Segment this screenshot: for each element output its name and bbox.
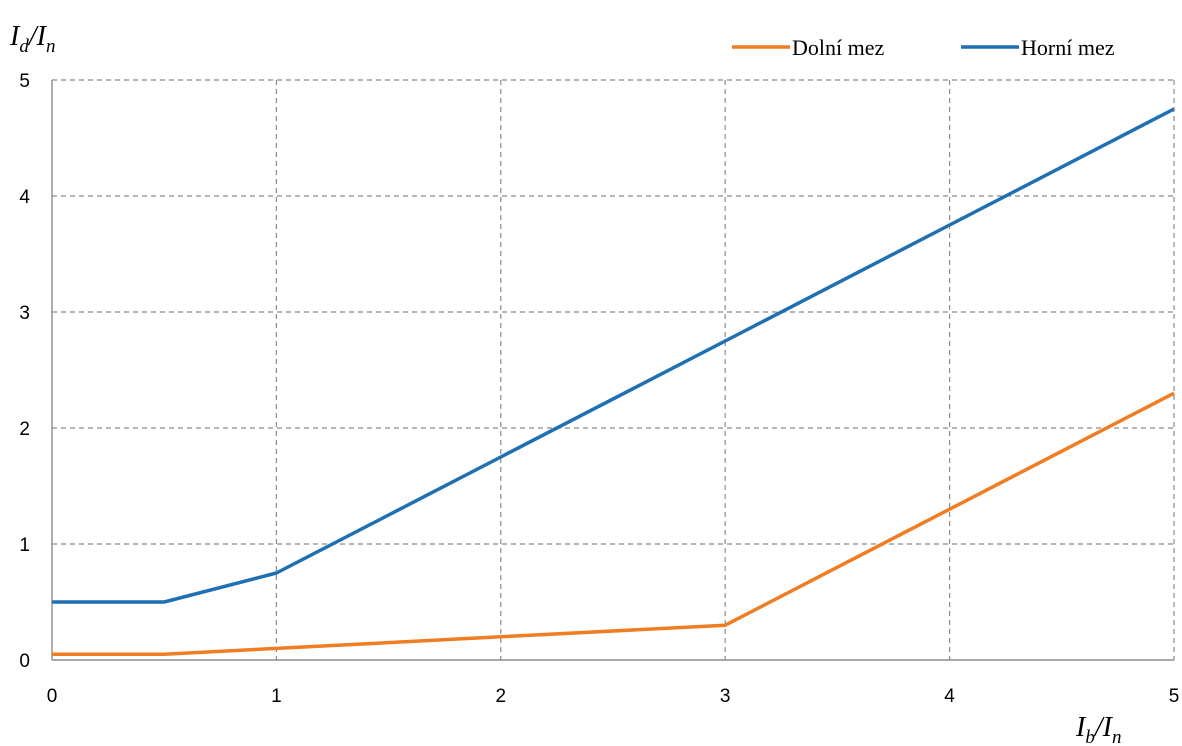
- legend-label-dolni-mez: Dolní mez: [792, 35, 884, 60]
- y-axis-title: Id/In: [9, 21, 55, 57]
- y-tick-label: 0: [19, 651, 30, 672]
- x-tick-label: 2: [496, 686, 507, 707]
- axes: [51, 80, 1174, 661]
- x-tick-label: 1: [271, 686, 282, 707]
- x-tick-label: 3: [720, 686, 731, 707]
- legend: Dolní mez Horní mez: [732, 35, 1115, 60]
- series-line-dolni-mez: [52, 391, 1175, 656]
- y-tick-label: 4: [19, 187, 30, 208]
- x-axis-title: Ib/In: [1075, 712, 1121, 746]
- legend-item-dolni-mez: Dolní mez: [732, 35, 884, 60]
- legend-item-horni-mez: Horní mez: [961, 35, 1115, 60]
- x-tick-label: 5: [1169, 686, 1180, 707]
- x-tick-label: 4: [944, 686, 955, 707]
- legend-label-horni-mez: Horní mez: [1021, 35, 1115, 60]
- series-lines: [52, 107, 1175, 656]
- grid: [52, 79, 1175, 660]
- y-tick-label: 1: [19, 535, 30, 556]
- tick-labels: 0 1 2 3 4 5 0 1 2 3 4 5: [19, 71, 1179, 707]
- y-tick-label: 2: [19, 419, 30, 440]
- x-tick-label: 0: [47, 686, 58, 707]
- y-tick-label: 3: [19, 303, 30, 324]
- y-tick-label: 5: [19, 71, 30, 92]
- series-line-horni-mez: [52, 107, 1175, 604]
